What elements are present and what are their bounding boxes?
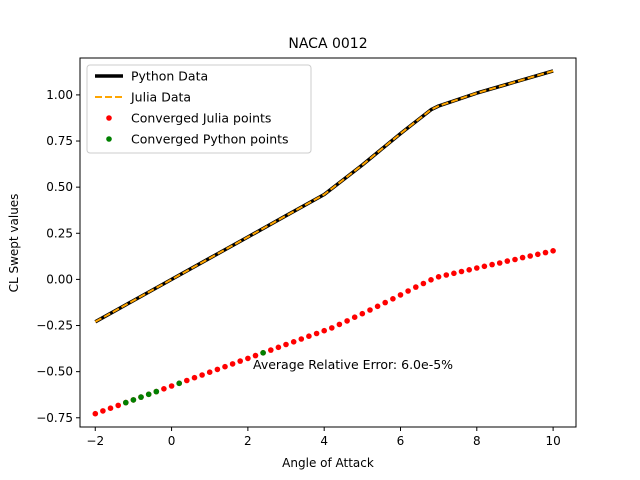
x-tick-label: 8	[473, 434, 481, 448]
data-point	[474, 265, 480, 271]
data-point	[199, 372, 205, 378]
data-point	[504, 258, 511, 264]
plot-series	[92, 69, 556, 417]
data-point	[138, 394, 144, 400]
data-point	[374, 303, 381, 310]
data-point	[420, 280, 427, 287]
y-tick-label: 0.25	[46, 226, 73, 240]
data-point	[115, 402, 121, 409]
y-tick-label: −0.75	[36, 411, 73, 425]
data-point	[382, 299, 389, 306]
data-point	[359, 310, 366, 317]
data-point	[512, 256, 518, 263]
data-point	[123, 399, 129, 406]
data-point	[153, 388, 160, 395]
data-point	[351, 314, 358, 321]
data-point	[168, 383, 175, 389]
legend-label: Julia Data	[130, 90, 191, 105]
data-point	[130, 397, 137, 403]
data-point	[252, 352, 259, 359]
y-tick-label: −0.50	[36, 365, 73, 379]
x-tick-label: 10	[545, 434, 560, 448]
series-line-1	[94, 69, 554, 323]
data-point	[229, 361, 236, 367]
y-tick-label: 1.00	[46, 88, 73, 102]
error-annotation: Average Relative Error: 6.0e-5%	[253, 357, 453, 372]
data-point	[466, 267, 473, 273]
y-tick-label: −0.25	[36, 319, 73, 333]
data-point	[489, 261, 495, 268]
data-point	[367, 307, 373, 313]
legend-swatch	[106, 136, 112, 142]
y-tick-label: 0.00	[46, 272, 73, 286]
plot-frame	[79, 57, 577, 428]
data-point	[214, 366, 221, 373]
x-axis-label: Angle of Attack	[282, 456, 374, 470]
x-tick-label: 0	[168, 434, 176, 448]
legend-label: Converged Python points	[131, 132, 289, 147]
data-point	[313, 330, 320, 337]
data-point	[428, 277, 434, 283]
data-point	[550, 248, 556, 254]
data-point	[458, 268, 465, 275]
y-axis-label: CL Swept values	[7, 194, 21, 293]
chart-title: NACA 0012	[288, 36, 367, 52]
data-point	[260, 350, 266, 356]
x-axis: −2 0 2 4 6 8 10	[86, 427, 561, 448]
data-point	[245, 355, 251, 362]
data-point	[405, 288, 411, 294]
data-point	[336, 321, 343, 328]
data-point	[100, 408, 106, 414]
data-point	[298, 336, 305, 342]
x-tick-label: −2	[86, 434, 104, 448]
x-tick-label: 2	[244, 434, 252, 448]
data-point	[161, 386, 167, 392]
data-point	[397, 292, 404, 298]
data-point	[443, 272, 450, 278]
data-point	[191, 374, 198, 381]
x-tick-label: 4	[320, 434, 328, 448]
data-point	[176, 380, 182, 387]
data-point	[107, 405, 114, 412]
data-point	[519, 254, 526, 261]
y-tick-label: 0.50	[46, 180, 73, 194]
data-point	[237, 358, 243, 364]
legend-label: Converged Julia points	[131, 111, 271, 126]
data-point	[92, 410, 99, 417]
data-point	[275, 344, 282, 351]
data-point	[290, 339, 297, 345]
data-point	[184, 377, 190, 384]
data-point	[344, 318, 350, 324]
data-point	[435, 274, 442, 280]
data-point	[413, 284, 419, 290]
data-point	[283, 341, 289, 348]
data-point	[329, 325, 335, 331]
data-point	[542, 249, 549, 256]
data-point	[527, 253, 533, 259]
data-point	[222, 363, 228, 370]
data-point	[268, 347, 274, 353]
y-axis: −0.75 −0.50 −0.25 0.00 0.25 0.50 0.75 1.00	[36, 88, 80, 425]
legend-label: Python Data	[131, 69, 208, 84]
data-point	[306, 333, 312, 340]
legend-box	[86, 64, 312, 154]
data-point	[481, 263, 488, 270]
legend: Python Data Julia Data Converged Julia poi…	[86, 64, 312, 154]
data-point	[496, 260, 503, 266]
x-tick-label: 6	[397, 434, 405, 448]
data-point	[206, 369, 213, 376]
data-point	[145, 391, 152, 398]
data-point	[390, 296, 396, 302]
data-point	[451, 270, 457, 277]
legend-swatch	[106, 115, 112, 121]
y-tick-label: 0.75	[46, 134, 73, 148]
data-point	[535, 251, 541, 258]
data-point	[321, 327, 328, 334]
